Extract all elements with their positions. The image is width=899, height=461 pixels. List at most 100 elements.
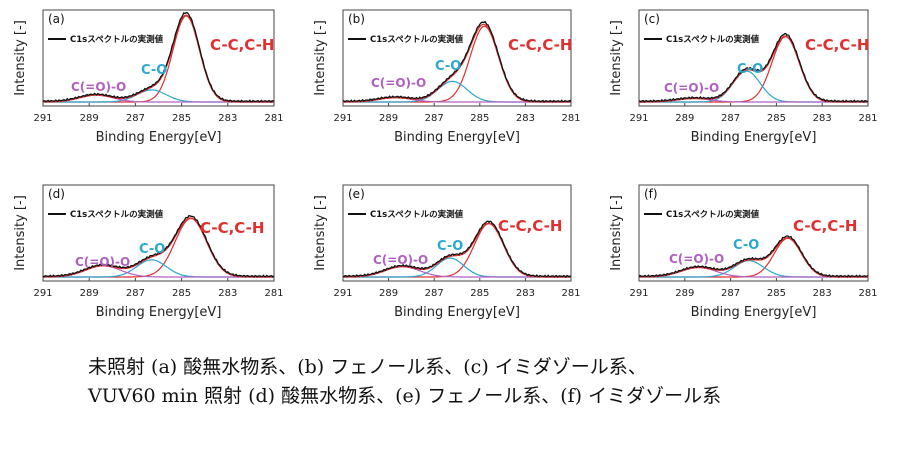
x-tick-label: 287 xyxy=(126,113,145,124)
y-axis-title: Intensity [-] xyxy=(609,195,624,271)
x-tick-label: 281 xyxy=(561,288,580,299)
measured-spectrum-curve xyxy=(343,20,571,103)
x-tick-label: 287 xyxy=(425,288,444,299)
annotation-c-c-c-h: C-C,C-H xyxy=(805,36,869,54)
x-axis-title: Binding Energy[eV] xyxy=(96,130,222,145)
plot-frame xyxy=(342,9,572,107)
annotation-c-o: C-O xyxy=(141,63,167,78)
plot-area xyxy=(639,235,868,279)
annotation-c-o-o: C(=O)-O xyxy=(71,80,126,94)
x-tick-label: 285 xyxy=(767,113,786,124)
plot-frame xyxy=(42,9,275,107)
x-tick-label: 289 xyxy=(379,288,398,299)
plot-frame xyxy=(638,9,869,107)
legend-label: C1sスペクトルの実測値 xyxy=(666,34,760,45)
x-tick-label: 289 xyxy=(675,288,694,299)
panel-label: (d) xyxy=(48,187,65,201)
x-tick-label: 283 xyxy=(218,288,237,299)
x-tick-label: 291 xyxy=(629,288,648,299)
annotation-c-o: C-O xyxy=(737,62,763,77)
y-axis-title: Intensity [-] xyxy=(13,20,28,96)
x-tick-label: 283 xyxy=(813,113,832,124)
fitted-envelope-curve xyxy=(43,217,274,278)
annotation-c-o-o: C(=O)-O xyxy=(664,81,719,95)
y-axis-title: Intensity [-] xyxy=(609,20,624,96)
plot-area xyxy=(639,32,868,103)
legend-label: C1sスペクトルの実測値 xyxy=(370,209,464,220)
y-axis-title: Intensity [-] xyxy=(313,195,328,271)
x-tick-label: 291 xyxy=(33,288,52,299)
panel-label: (a) xyxy=(48,12,65,26)
fitted-envelope-curve xyxy=(639,35,868,103)
legend-label: C1sスペクトルの実測値 xyxy=(370,34,464,45)
x-tick-label: 283 xyxy=(516,288,535,299)
x-tick-label: 285 xyxy=(172,113,191,124)
x-tick-label: 291 xyxy=(333,113,352,124)
caption-line-2: VUV60 min 照射 (d) 酸無水物系、(e) フェノール系、(f) イミ… xyxy=(88,385,722,407)
annotation-c-o: C-O xyxy=(437,239,463,254)
x-tick-label: 291 xyxy=(333,288,352,299)
plot-area xyxy=(43,11,274,103)
x-tick-label: 283 xyxy=(813,288,832,299)
x-tick-label: 289 xyxy=(675,113,694,124)
x-tick-label: 289 xyxy=(80,113,99,124)
panel-label: (c) xyxy=(644,12,660,26)
x-tick-label: 289 xyxy=(80,288,99,299)
y-axis-title: Intensity [-] xyxy=(13,195,28,271)
panel-label: (b) xyxy=(348,12,365,26)
x-axis-title: Binding Energy[eV] xyxy=(691,130,817,145)
plot-area xyxy=(43,214,274,278)
x-tick-label: 281 xyxy=(858,113,877,124)
plot-frame xyxy=(42,184,275,282)
annotation-c-o-o: C(=O)-O xyxy=(75,255,130,269)
x-tick-label: 289 xyxy=(379,113,398,124)
x-tick-label: 283 xyxy=(218,113,237,124)
annotation-c-c-c-h: C-C,C-H xyxy=(200,219,264,237)
x-axis-title: Binding Energy[eV] xyxy=(96,305,222,320)
legend-label: C1sスペクトルの実測値 xyxy=(70,209,164,220)
plot-area xyxy=(343,20,571,103)
x-tick-label: 287 xyxy=(721,113,740,124)
measured-spectrum-curve xyxy=(43,214,274,278)
measured-spectrum-curve xyxy=(343,220,571,278)
x-tick-label: 287 xyxy=(425,113,444,124)
x-axis-title: Binding Energy[eV] xyxy=(691,305,817,320)
chart-panel-c: (c) C1sスペクトルの実測値 C-C,C-H C-O C(=O)-O 291 289 28… xyxy=(609,9,878,145)
caption-line-1: 未照射 (a) 酸無水物系、(b) フェノール系、(c) イミダゾール系、 xyxy=(88,356,647,378)
annotation-c-o-o: C(=O)-O xyxy=(669,252,724,266)
chart-panel-b: (b) C1sスペクトルの実測値 C-C,C-H C-O C(=O)-O 291 289 28… xyxy=(313,9,581,145)
plot-frame xyxy=(342,184,572,282)
x-tick-label: 285 xyxy=(470,288,489,299)
plot-frame xyxy=(638,184,869,282)
x-axis-title: Binding Energy[eV] xyxy=(394,130,520,145)
annotation-c-c-c-h: C-C,C-H xyxy=(498,217,562,235)
y-axis-title: Intensity [-] xyxy=(313,20,328,96)
annotation-c-c-c-h: C-C,C-H xyxy=(793,217,857,235)
x-tick-label: 281 xyxy=(561,113,580,124)
panel-label: (f) xyxy=(644,187,658,201)
annotation-c-o: C-O xyxy=(733,238,759,253)
panel-label: (e) xyxy=(348,187,365,201)
x-tick-label: 285 xyxy=(767,288,786,299)
x-tick-label: 285 xyxy=(470,113,489,124)
x-tick-label: 287 xyxy=(126,288,145,299)
legend-label: C1sスペクトルの実測値 xyxy=(666,209,760,220)
annotation-c-o-o: C(=O)-O xyxy=(373,253,428,267)
legend-label: C1sスペクトルの実測値 xyxy=(70,34,164,45)
x-tick-label: 291 xyxy=(33,113,52,124)
chart-panel-e: (e) C1sスペクトルの実測値 C-C,C-H C-O C(=O)-O 291 289 28… xyxy=(313,184,581,320)
chart-panel-a: (a) C1sスペクトルの実測値 C-C,C-H C-O C(=O)-O 291 289 28… xyxy=(13,9,284,145)
x-axis-title: Binding Energy[eV] xyxy=(394,305,520,320)
chart-panel-d: (d) C1sスペクトルの実測値 C-C,C-H C-O C(=O)-O 291 289 28… xyxy=(13,184,284,320)
fitted-envelope-curve xyxy=(343,222,571,278)
annotation-c-c-c-h: C-C,C-H xyxy=(508,36,572,54)
annotation-c-o: C-O xyxy=(139,242,165,257)
x-tick-label: 283 xyxy=(516,113,535,124)
annotation-c-c-c-h: C-C,C-H xyxy=(210,36,274,54)
x-tick-label: 291 xyxy=(629,113,648,124)
annotation-c-o: C-O xyxy=(435,59,461,74)
chart-panel-f: (f) C1sスペクトルの実測値 C-C,C-H C-O C(=O)-O 291 289 28… xyxy=(609,184,878,320)
measured-spectrum-curve xyxy=(43,11,274,103)
measured-spectrum-curve xyxy=(639,235,868,279)
